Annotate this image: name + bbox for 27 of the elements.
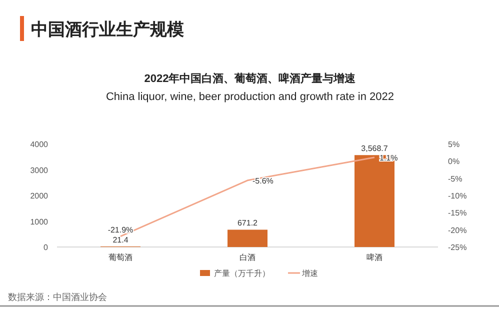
x-tick-label: 啤酒 xyxy=(366,253,382,262)
x-tick-label: 葡萄酒 xyxy=(108,253,132,262)
data-label: 3,568.7 xyxy=(361,144,388,154)
chart-title: 中国酒行业生产规模 xyxy=(31,20,184,39)
bar xyxy=(228,230,268,247)
y2-tick-label: -10% xyxy=(448,192,467,200)
y-tick-label: 2000 xyxy=(30,192,49,200)
y2-tick-label: -15% xyxy=(448,208,467,218)
legend-label: 增速 xyxy=(301,269,318,278)
y2-tick-label: 0% xyxy=(448,157,460,166)
x-tick-label: 白酒 xyxy=(240,253,256,262)
y2-tick-label: -20% xyxy=(448,226,467,235)
source-note: 数据来源：中国酒业协会 xyxy=(8,292,107,302)
y2-tick-label: 5% xyxy=(448,140,460,149)
chart-subtitle: 2022年中国白酒、葡萄酒、啤酒产量与增速 xyxy=(144,72,357,85)
y2-tick-label: -25% xyxy=(448,243,467,252)
data-label: 21.4 xyxy=(112,235,129,244)
y-tick-label: 0 xyxy=(44,243,49,252)
y2-tick-label: -5% xyxy=(448,174,462,184)
y-tick-label: 1000 xyxy=(30,217,49,226)
y-tick-label: 4000 xyxy=(30,140,49,149)
data-label: 671.2 xyxy=(237,218,258,228)
data-label: -5.6% xyxy=(252,176,274,186)
text: China liquor, wine, beer production and growth rate in 2022 xyxy=(106,91,394,103)
legend-label: 产量（万千升） xyxy=(214,269,270,278)
data-label: -21.9% xyxy=(108,225,134,234)
y-tick-label: 3000 xyxy=(30,166,49,175)
